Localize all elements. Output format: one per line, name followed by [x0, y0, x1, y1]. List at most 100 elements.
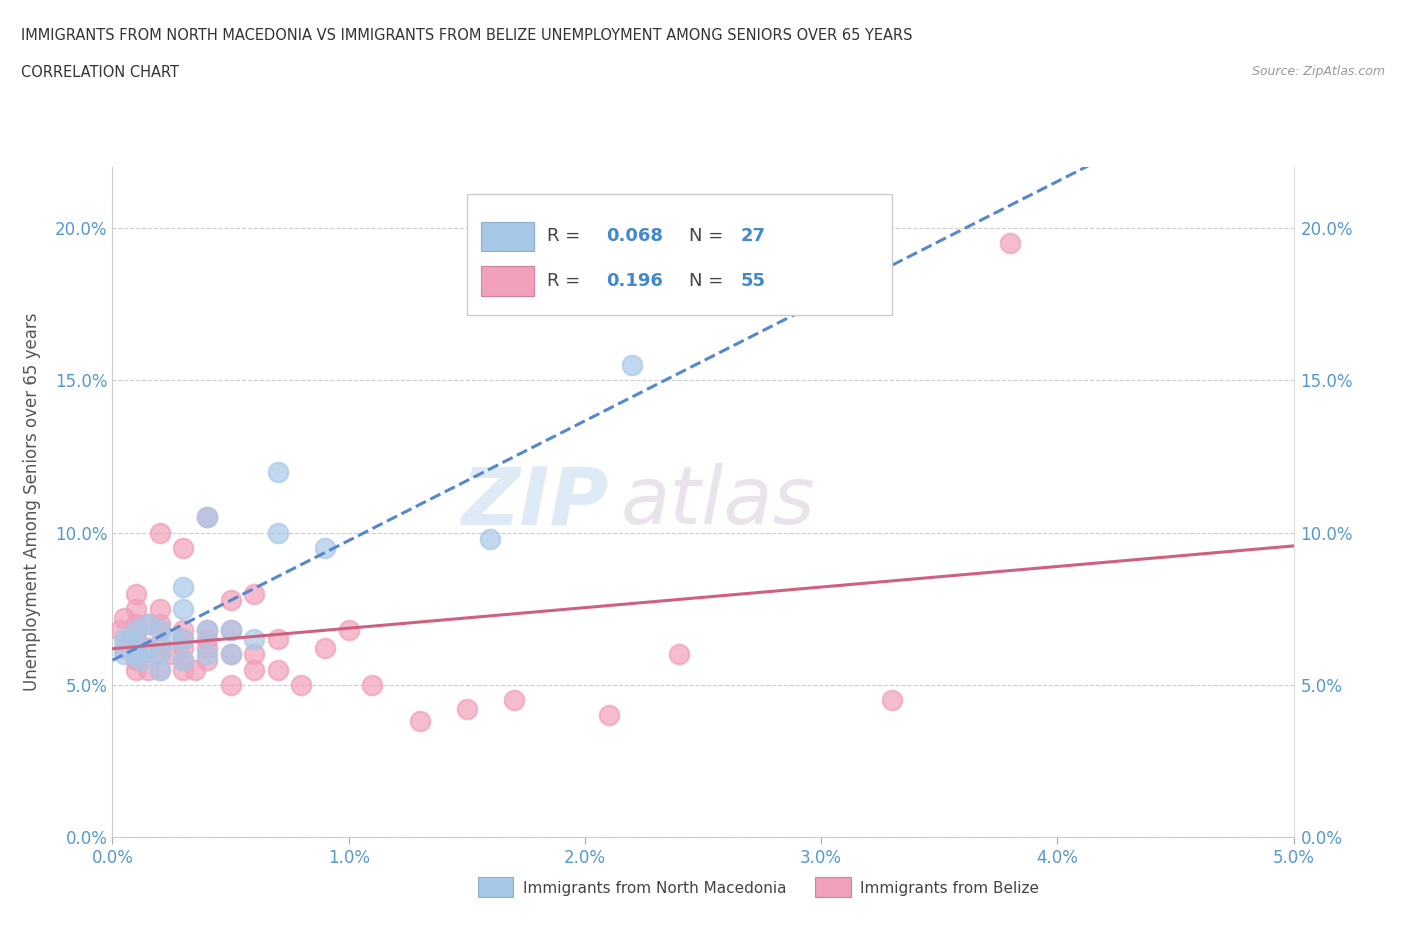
Point: [195, 653, 218, 668]
Text: ZIP: ZIP: [461, 463, 609, 541]
Point: [172, 540, 194, 555]
Point: [243, 586, 266, 601]
Point: [112, 610, 135, 625]
Point: [880, 693, 903, 708]
Point: [125, 622, 148, 637]
Point: [136, 641, 159, 656]
Point: [219, 592, 242, 607]
Point: [243, 647, 266, 662]
Point: [136, 662, 159, 677]
Point: [112, 641, 135, 656]
Text: Immigrants from Belize: Immigrants from Belize: [860, 881, 1039, 896]
Point: [184, 662, 207, 677]
Point: [120, 631, 142, 646]
Point: [149, 602, 172, 617]
Point: [129, 653, 152, 668]
Text: R =: R =: [547, 227, 586, 246]
Point: [172, 631, 194, 646]
Point: [160, 631, 183, 646]
Text: 27: 27: [741, 227, 766, 246]
Point: [136, 617, 159, 631]
Point: [314, 641, 336, 656]
Point: [160, 647, 183, 662]
Point: [243, 662, 266, 677]
Text: 0.068: 0.068: [606, 227, 664, 246]
FancyBboxPatch shape: [481, 266, 534, 296]
Point: [136, 641, 159, 656]
Point: [149, 647, 172, 662]
Point: [149, 647, 172, 662]
Point: [149, 617, 172, 631]
Y-axis label: Unemployment Among Seniors over 65 years: Unemployment Among Seniors over 65 years: [24, 313, 41, 691]
Point: [998, 236, 1021, 251]
Point: [172, 622, 194, 637]
Point: [125, 641, 148, 656]
Point: [219, 647, 242, 662]
Point: [112, 647, 135, 662]
Point: [125, 586, 148, 601]
Point: [149, 638, 172, 653]
Point: [290, 677, 312, 692]
Point: [125, 631, 148, 646]
Point: [267, 464, 290, 479]
FancyBboxPatch shape: [815, 877, 851, 897]
Point: [243, 631, 266, 646]
Point: [136, 617, 159, 631]
Point: [172, 662, 194, 677]
Point: [172, 653, 194, 668]
Point: [149, 525, 172, 540]
Point: [172, 653, 194, 668]
Point: [172, 631, 194, 646]
Point: [195, 510, 218, 525]
Point: [479, 531, 502, 546]
Text: atlas: atlas: [620, 463, 815, 541]
Point: [361, 677, 384, 692]
Point: [219, 622, 242, 637]
Point: [195, 622, 218, 637]
Text: Source: ZipAtlas.com: Source: ZipAtlas.com: [1251, 65, 1385, 78]
Point: [503, 693, 526, 708]
Point: [195, 647, 218, 662]
Point: [219, 677, 242, 692]
Point: [125, 617, 148, 631]
Point: [598, 708, 620, 723]
Point: [337, 622, 360, 637]
Point: [108, 622, 131, 637]
Point: [120, 631, 142, 646]
Text: 0.196: 0.196: [606, 272, 664, 290]
Point: [125, 653, 148, 668]
Point: [149, 622, 172, 637]
Point: [314, 540, 336, 555]
Point: [219, 622, 242, 637]
Point: [112, 631, 135, 646]
Point: [456, 702, 478, 717]
Point: [149, 662, 172, 677]
Point: [219, 647, 242, 662]
FancyBboxPatch shape: [481, 221, 534, 251]
FancyBboxPatch shape: [467, 194, 891, 314]
Point: [125, 647, 148, 662]
Point: [267, 662, 290, 677]
Point: [125, 662, 148, 677]
Text: 55: 55: [741, 272, 766, 290]
Point: [125, 602, 148, 617]
Point: [172, 641, 194, 656]
Text: Immigrants from North Macedonia: Immigrants from North Macedonia: [523, 881, 786, 896]
Point: [125, 622, 148, 637]
Point: [621, 358, 644, 373]
Point: [195, 631, 218, 646]
Point: [172, 602, 194, 617]
Point: [149, 662, 172, 677]
Text: N =: N =: [689, 227, 728, 246]
Text: N =: N =: [689, 272, 728, 290]
Text: R =: R =: [547, 272, 586, 290]
Text: CORRELATION CHART: CORRELATION CHART: [21, 65, 179, 80]
Point: [267, 631, 290, 646]
Point: [195, 641, 218, 656]
Point: [172, 580, 194, 595]
FancyBboxPatch shape: [478, 877, 513, 897]
Point: [195, 622, 218, 637]
Point: [149, 622, 172, 637]
Text: IMMIGRANTS FROM NORTH MACEDONIA VS IMMIGRANTS FROM BELIZE UNEMPLOYMENT AMONG SEN: IMMIGRANTS FROM NORTH MACEDONIA VS IMMIG…: [21, 28, 912, 43]
Point: [195, 510, 218, 525]
